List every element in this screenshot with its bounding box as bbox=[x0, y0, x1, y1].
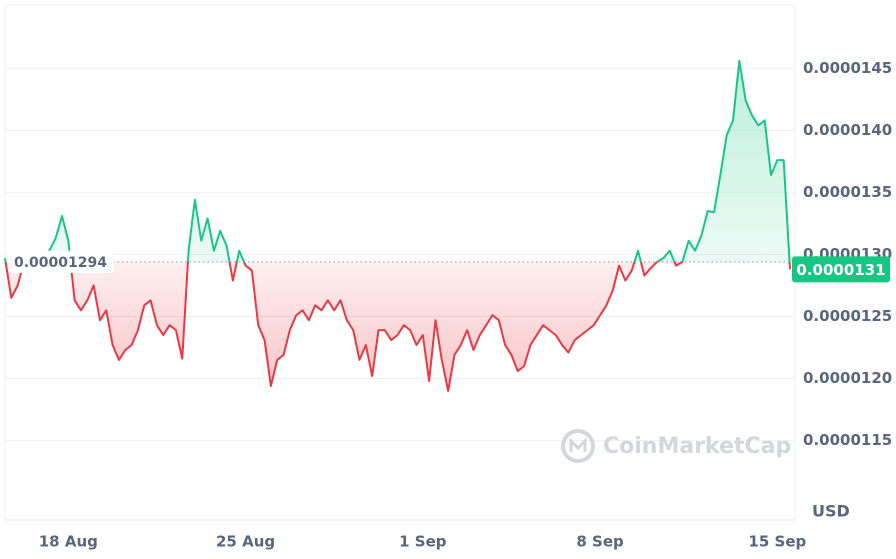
y-tick-label: 0.0000120 bbox=[803, 369, 892, 387]
plot bbox=[4, 59, 795, 392]
current-price: 0.0000131 bbox=[796, 261, 885, 279]
baseline-label-box bbox=[8, 250, 114, 273]
y-unit: USD bbox=[812, 502, 850, 521]
baseline-label: 0.00001294 bbox=[14, 255, 107, 271]
y-tick-label: 0.0000145 bbox=[803, 59, 892, 77]
x-tick-label: 15 Sep bbox=[748, 533, 806, 551]
price-area bbox=[5, 60, 790, 391]
grid bbox=[5, 67, 795, 442]
watermark-logo bbox=[569, 437, 587, 452]
price-line bbox=[4, 59, 791, 392]
y-tick-label: 0.0000125 bbox=[803, 307, 892, 325]
labels: 0.00001150.00001200.00001250.00001300.00… bbox=[8, 59, 892, 551]
x-tick-label: 1 Sep bbox=[399, 533, 447, 551]
y-tick-label: 0.0000135 bbox=[803, 183, 892, 201]
x-tick-label: 18 Aug bbox=[39, 533, 98, 551]
y-tick-label: 0.0000115 bbox=[803, 431, 892, 449]
watermark: CoinMarketCap bbox=[561, 429, 791, 463]
x-tick-label: 8 Sep bbox=[576, 533, 624, 551]
y-tick-label: 0.0000140 bbox=[803, 121, 892, 139]
x-tick-label: 25 Aug bbox=[216, 533, 275, 551]
watermark-text: CoinMarketCap bbox=[603, 434, 791, 459]
current-price-badge bbox=[792, 256, 890, 283]
watermark-logo bbox=[561, 429, 595, 463]
